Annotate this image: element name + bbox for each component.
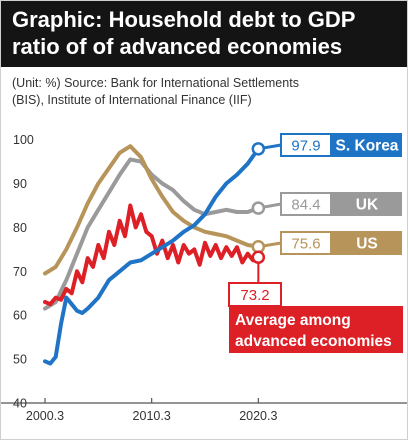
name-box-us <box>332 231 402 255</box>
end-marker-average-among-advanced-economies <box>251 250 266 265</box>
end-marker-uk <box>251 201 266 215</box>
y-tick-label-60: 60 <box>13 309 27 323</box>
chart-title: Graphic: Household debt to GDP ratio of … <box>12 6 402 60</box>
series-line-s-korea <box>43 146 261 366</box>
y-tick-label-50: 50 <box>13 353 27 367</box>
source-line-2: (BIS), Institute of International Financ… <box>12 93 252 107</box>
series-label-uk: UK <box>356 197 379 214</box>
y-tick-label-80: 80 <box>13 221 27 235</box>
value-box-s-korea <box>280 133 332 157</box>
value-label-average-among-advanced-economies: 73.2 <box>240 287 269 304</box>
value-label-us: 75.6 <box>291 236 320 253</box>
x-tick-label-0: 2000.3 <box>26 409 64 423</box>
series-label-s-korea: S. Korea <box>336 138 399 155</box>
value-label-s-korea: 97.9 <box>291 138 320 155</box>
x-tick-label-1: 2010.3 <box>133 409 171 423</box>
series-label-us: US <box>356 236 378 253</box>
value-label-uk: 84.4 <box>291 197 320 214</box>
series-line-us <box>43 144 261 276</box>
chart-title-line-1: Graphic: Household debt to GDP <box>12 7 356 32</box>
title-banner: Graphic: Household debt to GDP ratio of … <box>1 1 407 67</box>
y-tick-label-100: 100 <box>13 133 34 147</box>
y-tick-label-70: 70 <box>13 265 27 279</box>
series-line-average-among-advanced-economies <box>43 203 261 307</box>
source-line-1: (Unit: %) Source: Bank for International… <box>12 76 299 90</box>
source-note: (Unit: %) Source: Bank for International… <box>12 75 404 109</box>
series-label-average-among-advanced-economies: Average among advanced economies <box>235 312 392 350</box>
name-box-average-among-advanced-economies <box>229 306 403 353</box>
y-tick-label-90: 90 <box>13 177 27 191</box>
x-tick-label-2: 2020.3 <box>239 409 277 423</box>
y-tick-label-40: 40 <box>13 397 27 411</box>
value-box-us <box>280 231 332 255</box>
chart-title-line-2: ratio of of advanced economies <box>12 34 343 59</box>
name-box-s-korea <box>332 133 402 157</box>
name-box-uk <box>332 192 402 216</box>
value-box-uk <box>280 192 332 216</box>
end-marker-s-korea <box>251 142 266 156</box>
